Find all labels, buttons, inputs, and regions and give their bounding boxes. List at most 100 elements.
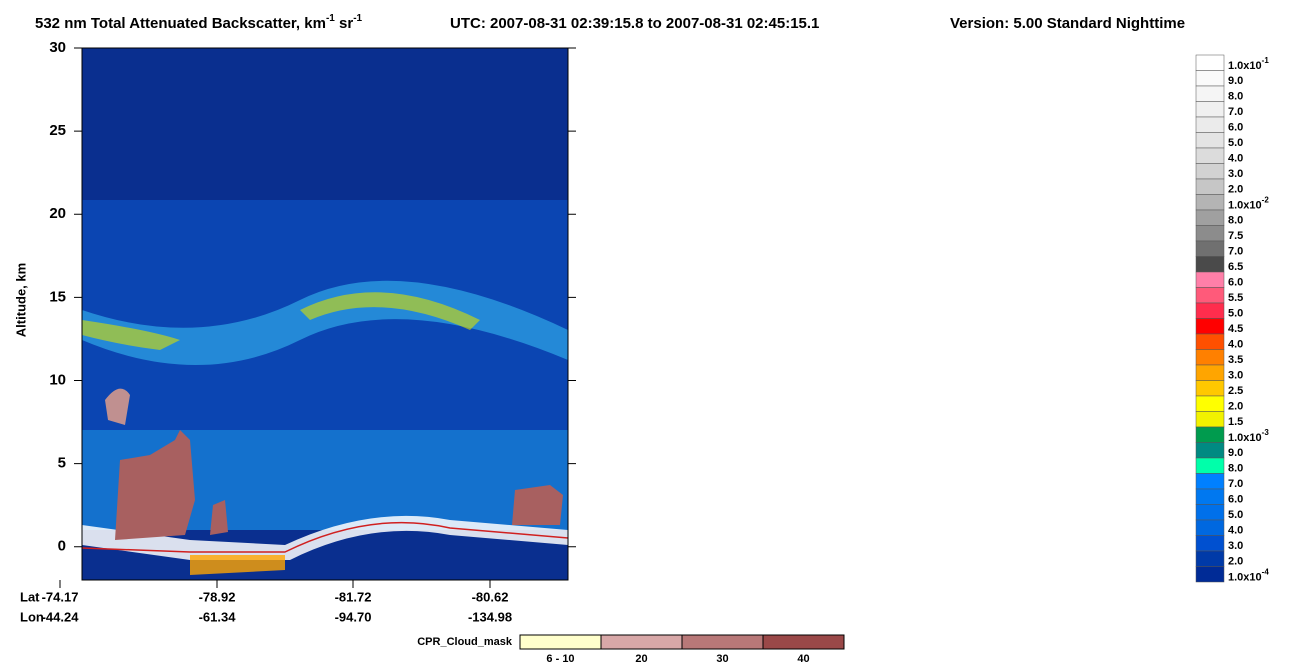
colorbar-swatch	[1195, 178, 1225, 195]
colorbar-label: 1.5	[1228, 416, 1243, 428]
cpr-legend-label: 6 - 10	[546, 653, 574, 665]
colorbar-swatch	[1195, 256, 1225, 273]
colorbar-label-base: 1.0x10	[1228, 432, 1262, 444]
colorbar-label: 1.0x10-2	[1228, 195, 1269, 211]
x-tick-label: -134.98	[468, 609, 512, 624]
colorbar-swatch	[1195, 271, 1225, 288]
aerosol-layer	[82, 280, 568, 365]
colorbar-swatch	[1195, 116, 1225, 133]
x-tick-label: -81.72	[335, 589, 372, 604]
colorbar-swatch	[1195, 380, 1225, 397]
colorbar-label-base: 1.0x10	[1228, 60, 1262, 72]
colorbar-swatch	[1195, 519, 1225, 536]
colorbar-label: 6.0	[1228, 277, 1243, 289]
title-text: 532 nm Total Attenuated Backscatter, km	[35, 15, 326, 32]
colorbar-label: 1.0x10-1	[1228, 56, 1269, 72]
colorbar-swatch	[1195, 240, 1225, 257]
colorbar-label-sup: -2	[1262, 195, 1270, 204]
colorbar-label: 2.0	[1228, 401, 1243, 413]
colorbar-label: 3.0	[1228, 540, 1243, 552]
y-tick-label: 5	[58, 455, 66, 472]
cpr-legend-swatch	[519, 634, 602, 650]
colorbar-label: 2.0	[1228, 556, 1243, 568]
colorbar-label: 8.0	[1228, 463, 1243, 475]
colorbar-label: 2.0	[1228, 184, 1243, 196]
cpr-legend-title: CPR_Cloud_mask	[417, 636, 513, 648]
colorbar-label: 5.0	[1228, 137, 1243, 149]
colorbar-swatch	[1195, 287, 1225, 304]
colorbar-swatch	[1195, 101, 1225, 118]
x-tick-label: -94.70	[335, 609, 372, 624]
aerosol-layer	[82, 292, 480, 350]
y-tick-label: 15	[49, 288, 66, 305]
colorbar-label: 2.5	[1228, 385, 1243, 397]
colorbar-label: 7.0	[1228, 246, 1243, 258]
surface-line	[81, 521, 569, 553]
y-tick-label: 10	[49, 371, 66, 388]
cpr-cloud	[115, 430, 195, 540]
colorbar-label: 4.5	[1228, 323, 1243, 335]
colorbar-swatch	[1195, 85, 1225, 102]
title-version: Version: 5.00 Standard Nighttime	[950, 15, 1185, 32]
cpr-legend-swatch	[600, 634, 683, 650]
cpr-legend-label: 40	[797, 653, 809, 665]
colorbar-label: 5.5	[1228, 292, 1243, 304]
colorbar-label-sup: -4	[1262, 567, 1270, 576]
x-tick-label: -80.62	[472, 589, 509, 604]
colorbar-swatch	[1195, 504, 1225, 521]
colorbar-label: 9.0	[1228, 75, 1243, 87]
colorbar-swatch	[1195, 209, 1225, 226]
x-tick-label: -44.24	[42, 609, 80, 624]
colorbar-label-base: 1.0x10	[1228, 571, 1262, 583]
colorbar-label-sup: -3	[1262, 428, 1270, 437]
cpr-cloud	[512, 485, 563, 525]
y-axis-label: Altitude, km	[13, 263, 28, 337]
cpr-legend-label: 30	[716, 653, 728, 665]
colorbar-label: 3.5	[1228, 354, 1243, 366]
y-tick-label: 0	[58, 538, 66, 555]
surface-return	[190, 555, 285, 575]
colorbar-swatch	[1195, 426, 1225, 443]
colorbar-label: 6.0	[1228, 122, 1243, 134]
colorbar-label-sup: -1	[1262, 56, 1270, 65]
colorbar-label: 9.0	[1228, 447, 1243, 459]
chart-title: 532 nm Total Attenuated Backscatter, km -…	[35, 13, 363, 32]
title-sup: -1	[353, 13, 362, 24]
x-row-name: Lon	[20, 609, 44, 624]
colorbar-label: 3.0	[1228, 370, 1243, 382]
colorbar-swatch	[1195, 473, 1225, 490]
y-tick-label: 20	[49, 205, 66, 222]
colorbar-label-base: 1.0x10	[1228, 199, 1262, 211]
colorbar-swatch	[1195, 349, 1225, 366]
colorbar-swatch	[1195, 333, 1225, 350]
colorbar-swatch	[1195, 550, 1225, 567]
colorbar-swatch	[1195, 457, 1225, 474]
colorbar-swatch	[1195, 395, 1225, 412]
colorbar-swatch	[1195, 535, 1225, 552]
colorbar-swatch	[1195, 442, 1225, 459]
colorbar-swatch	[1195, 364, 1225, 381]
colorbar-swatch	[1195, 411, 1225, 428]
colorbar-label: 5.0	[1228, 308, 1243, 320]
cpr-cloud	[210, 500, 228, 535]
colorbar-swatch	[1195, 318, 1225, 335]
colorbar-label: 1.0x10-3	[1228, 428, 1269, 444]
colorbar-swatch	[1195, 132, 1225, 149]
colorbar-label: 4.0	[1228, 339, 1243, 351]
colorbar-label: 8.0	[1228, 215, 1243, 227]
colorbar-label: 7.0	[1228, 478, 1243, 490]
title-text: sr	[335, 15, 354, 32]
colorbar-label: 7.0	[1228, 106, 1243, 118]
colorbar-label: 3.0	[1228, 168, 1243, 180]
plot-frame	[81, 47, 569, 581]
cpr-legend-swatch	[681, 634, 764, 650]
backscatter-image	[81, 47, 569, 581]
colorbar-swatch	[1195, 566, 1225, 583]
colorbar-swatch	[1195, 70, 1225, 87]
x-tick-label: -74.17	[42, 589, 79, 604]
y-tick-label: 25	[49, 122, 66, 139]
colorbar-swatch	[1195, 54, 1225, 71]
x-tick-label: -61.34	[199, 609, 237, 624]
colorbar-label: 5.0	[1228, 509, 1243, 521]
